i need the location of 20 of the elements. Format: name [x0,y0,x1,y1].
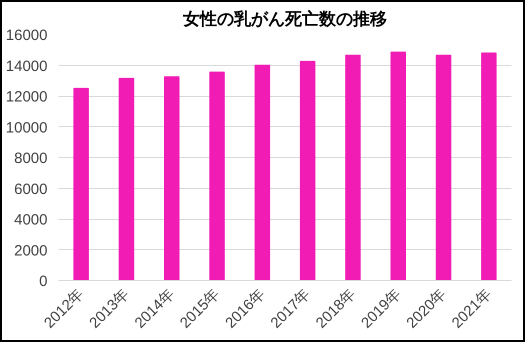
bar [254,64,270,280]
bar [436,54,452,280]
bar [164,76,180,280]
y-tick-label: 4000 [14,212,48,228]
y-tick-label: 2000 [14,242,48,260]
y-tick-label: 14000 [6,58,48,75]
chart-title: 女性の乳がん死亡数の推移 [182,10,387,30]
y-tick-label: 0 [39,273,48,290]
y-tick-label: 16000 [6,27,48,44]
bar [118,78,134,280]
y-tick-label: 8000 [14,150,48,167]
bar [481,52,497,280]
y-tick-label: 12000 [6,88,48,106]
bar [300,60,316,280]
bar [390,52,406,280]
bar [209,72,225,280]
bar [345,54,361,280]
y-tick-label: 6000 [14,180,48,198]
y-tick-label: 10000 [6,119,48,136]
bar [73,88,89,280]
